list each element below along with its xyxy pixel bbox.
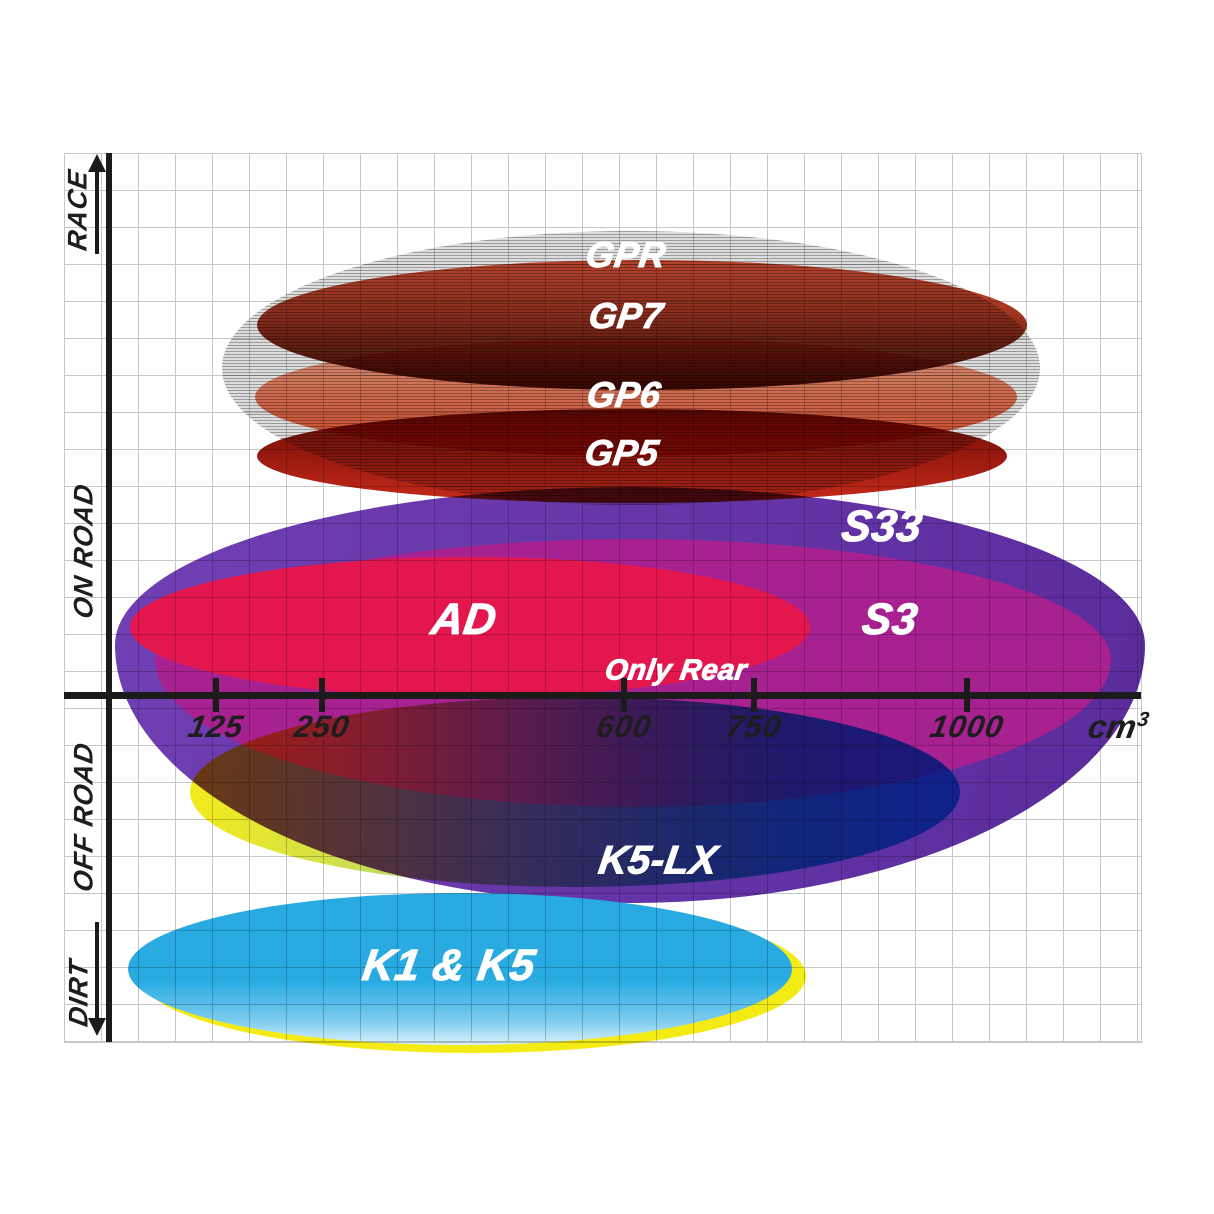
label-gpr: GPR	[583, 234, 669, 276]
label-gp5: GP5	[582, 432, 662, 474]
x-tick-label-750: 750	[723, 709, 785, 744]
x-axis-line	[64, 692, 1141, 699]
down-arrow-icon	[88, 922, 106, 1036]
x-tick-label-600: 600	[593, 709, 655, 744]
label-k5-lx: K5-LX	[595, 838, 721, 883]
label-s33: S33	[838, 502, 926, 552]
x-tick-mark-600	[621, 678, 627, 712]
arrow-head	[88, 1018, 106, 1036]
y-axis-label-off-road: OFF ROAD	[68, 739, 99, 895]
x-tick-label-125: 125	[185, 709, 247, 744]
x-tick-mark-125	[213, 678, 219, 712]
y-axis-label-dirt: DIRT	[63, 957, 94, 1029]
y-axis-label-race: RACE	[62, 167, 93, 253]
label-only-rear: Only Rear	[603, 654, 750, 687]
label-s3: S3	[859, 595, 922, 645]
x-axis-unit-base: cm	[1085, 708, 1140, 745]
x-tick-label-1000: 1000	[927, 709, 1007, 744]
label-gp7: GP7	[586, 295, 666, 337]
x-tick-mark-250	[319, 678, 325, 712]
up-arrow-icon	[88, 154, 106, 254]
x-axis-unit-label: cm3	[1085, 708, 1151, 746]
label-k1-k5: K1 & K5	[359, 941, 539, 991]
y-axis-line	[106, 153, 112, 1042]
x-tick-mark-1000	[964, 678, 970, 712]
x-axis-unit-sup: 3	[1135, 708, 1151, 731]
x-tick-mark-750	[751, 678, 757, 712]
arrow-shaft	[95, 922, 99, 1022]
arrow-head	[88, 154, 106, 172]
x-tick-label-250: 250	[291, 709, 353, 744]
label-gp6: GP6	[584, 374, 664, 416]
y-axis-label-on-road: ON ROAD	[68, 481, 99, 621]
label-ad: AD	[428, 595, 500, 645]
grid	[64, 153, 1142, 1043]
arrow-shaft	[95, 168, 99, 254]
